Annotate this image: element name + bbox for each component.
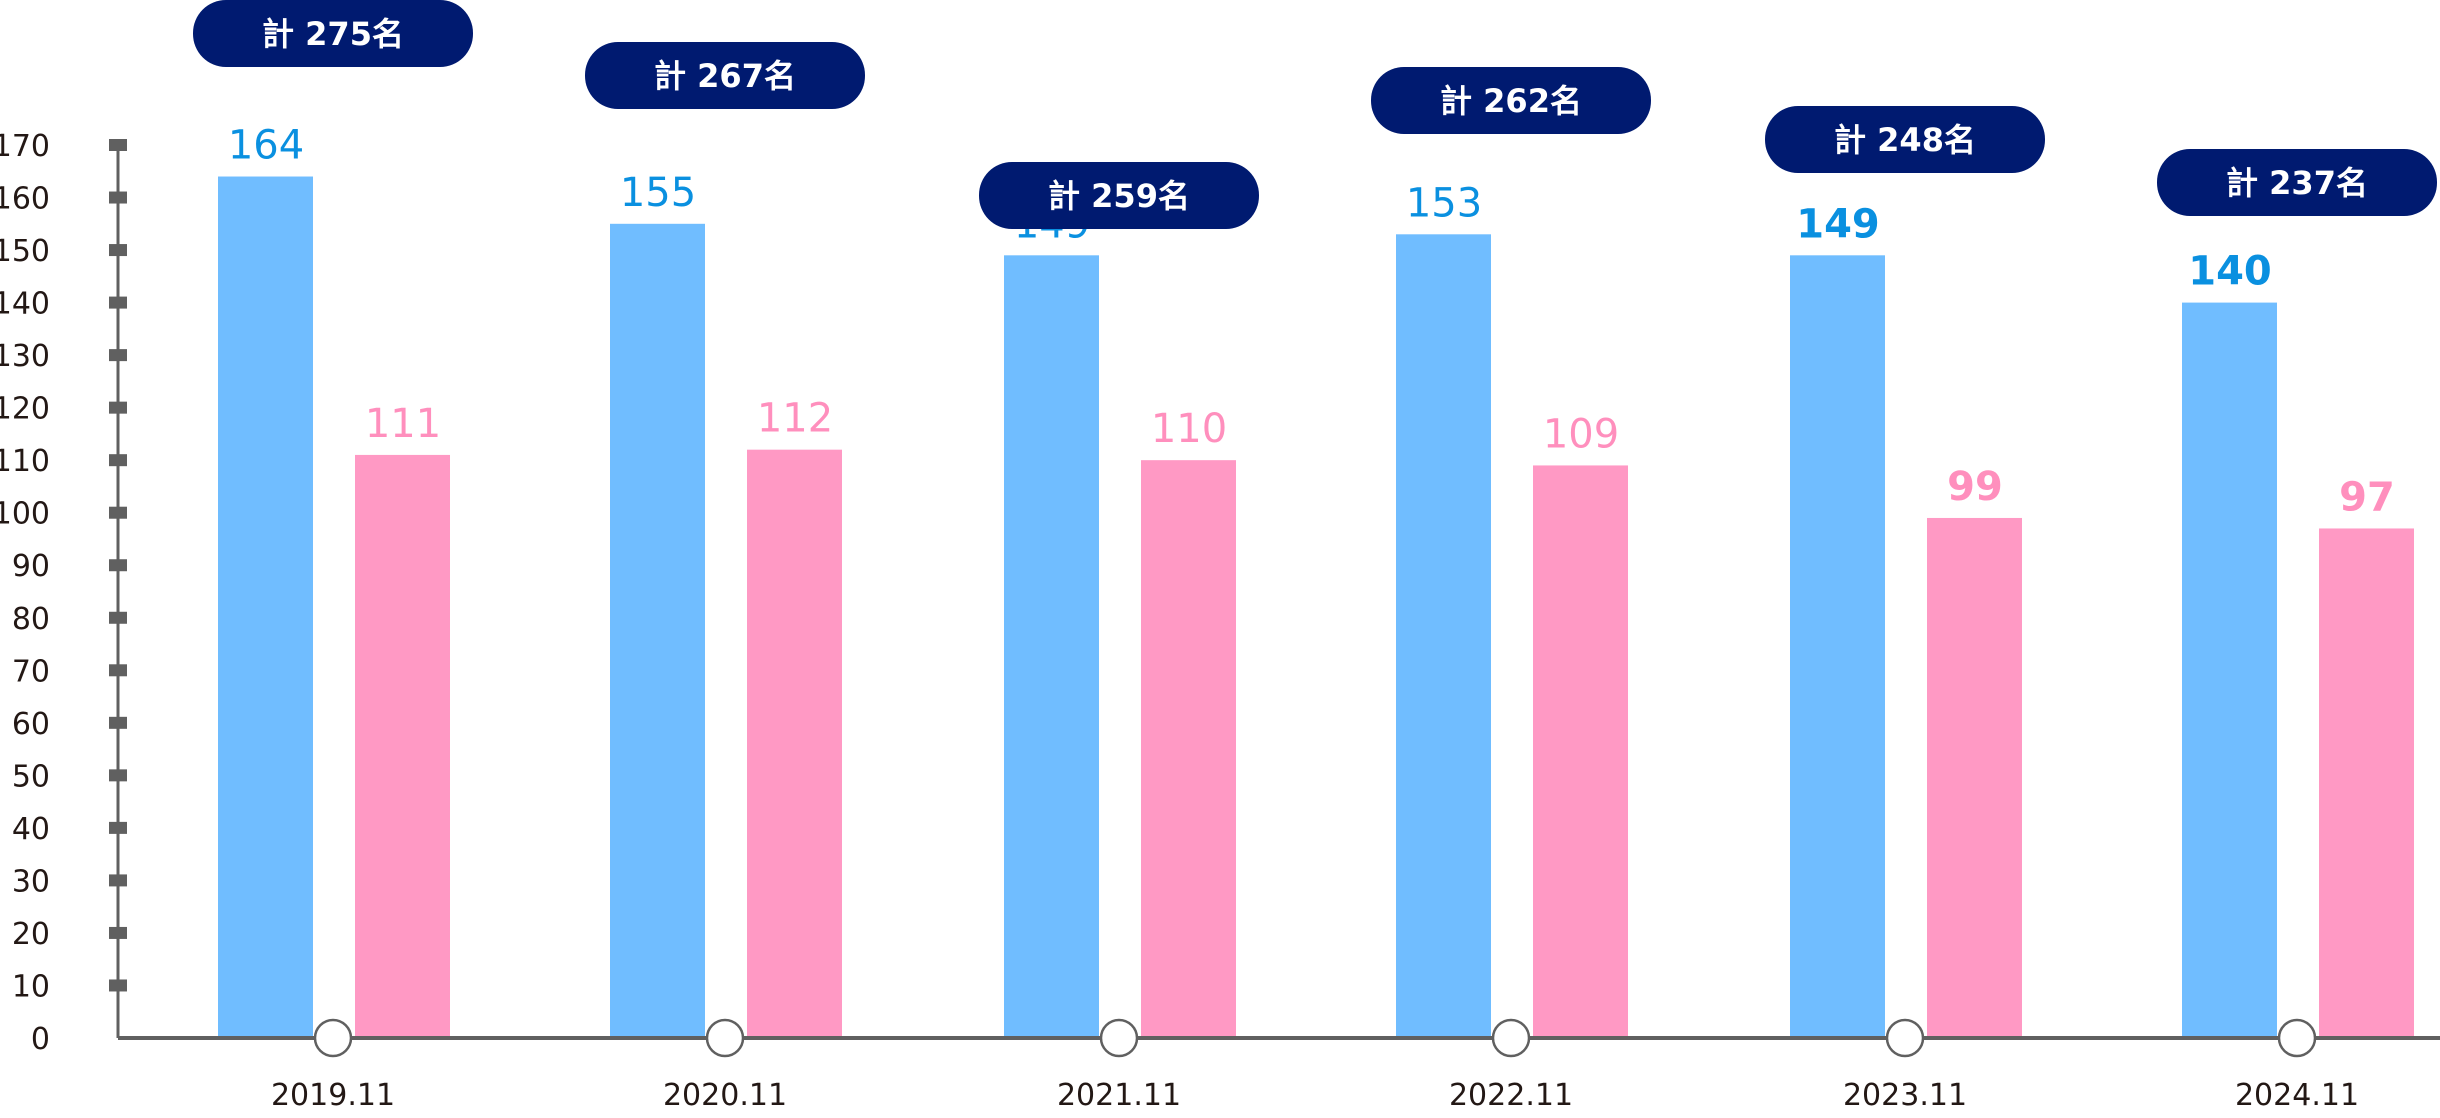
y-tick-mark [109, 296, 127, 309]
x-axis-marker [313, 1018, 353, 1058]
y-tick-label: 50 [12, 759, 50, 794]
x-axis-marker [705, 1018, 745, 1058]
y-tick-mark [109, 454, 127, 467]
y-tick-mark [109, 664, 127, 677]
y-tick-label: 140 [0, 287, 50, 322]
bar-series-1 [1396, 234, 1491, 1039]
bar-series-1 [218, 176, 313, 1039]
y-tick-mark [109, 926, 127, 939]
data-label-series-2: 112 [757, 396, 833, 442]
total-badge [193, 0, 473, 67]
bar-series-2 [355, 454, 450, 1038]
y-tick-label: 120 [0, 392, 50, 427]
y-tick-label: 10 [12, 969, 50, 1004]
data-label-series-2: 109 [1543, 411, 1619, 457]
x-tick-label: 2021.11 [1057, 1078, 1181, 1113]
data-label-series-1: 140 [2188, 249, 2272, 295]
y-tick-label: 110 [0, 444, 50, 479]
bar-series-1 [610, 223, 705, 1038]
y-tick-label: 90 [12, 549, 50, 584]
x-axis-marker [2277, 1018, 2317, 1058]
bar-series-2 [1533, 465, 1628, 1038]
y-tick-mark [109, 349, 127, 362]
x-axis-marker [1491, 1018, 1531, 1058]
y-tick-mark [109, 191, 127, 204]
y-tick-label: 0 [31, 1022, 50, 1057]
total-badge-label: 計 248名 [1834, 121, 1976, 159]
x-axis-marker [1099, 1018, 1139, 1058]
bar-series-1 [1790, 255, 1885, 1038]
bar-series-2 [1141, 460, 1236, 1038]
data-label-series-1: 155 [620, 170, 696, 216]
bar-series-2 [1927, 517, 2022, 1038]
bar-series-2 [2319, 528, 2414, 1038]
bar-series-1 [2182, 302, 2277, 1038]
y-tick-label: 80 [12, 602, 50, 637]
total-badge-label: 計 267名 [654, 57, 796, 95]
data-label-series-2: 111 [365, 401, 441, 447]
total-badge-label: 計 259名 [1048, 177, 1190, 215]
x-tick-label: 2019.11 [271, 1078, 395, 1113]
total-badge [1371, 67, 1651, 134]
y-tick-mark [109, 769, 127, 782]
total-badge [1765, 106, 2045, 173]
x-tick-label: 2022.11 [1449, 1078, 1573, 1113]
y-tick-mark [109, 244, 127, 257]
x-tick-label: 2020.11 [663, 1078, 787, 1113]
x-axis-marker [1885, 1018, 1925, 1058]
bar-series-1 [1004, 255, 1099, 1038]
y-tick-label: 40 [12, 812, 50, 847]
y-tick-label: 170 [0, 129, 50, 164]
y-tick-mark [109, 821, 127, 834]
x-tick-label: 2024.11 [2235, 1078, 2359, 1113]
bar-series-2 [747, 449, 842, 1038]
y-tick-label: 20 [12, 917, 50, 952]
y-tick-mark [109, 506, 127, 519]
y-tick-mark [109, 979, 127, 992]
data-label-series-1: 153 [1406, 180, 1482, 226]
y-tick-label: 100 [0, 497, 50, 532]
y-tick-label: 30 [12, 864, 50, 899]
y-tick-label: 130 [0, 339, 50, 374]
data-label-series-2: 97 [2339, 474, 2395, 520]
y-tick-mark [109, 401, 127, 414]
y-tick-mark [109, 139, 127, 151]
y-tick-mark [109, 716, 127, 729]
total-badge [2157, 149, 2437, 216]
total-badge [979, 162, 1259, 229]
total-badge-label: 計 275名 [262, 15, 404, 53]
total-badge [585, 42, 865, 109]
y-tick-label: 70 [12, 654, 50, 689]
y-tick-mark [109, 559, 127, 572]
y-tick-label: 150 [0, 234, 50, 269]
x-tick-label: 2023.11 [1843, 1078, 1967, 1113]
total-badge-label: 計 237名 [2226, 164, 2368, 202]
y-tick-label: 160 [0, 182, 50, 217]
data-label-series-2: 110 [1151, 406, 1227, 452]
y-tick-mark [109, 874, 127, 887]
y-tick-mark [109, 611, 127, 624]
data-label-series-1: 149 [1796, 201, 1880, 247]
y-tick-label: 60 [12, 707, 50, 742]
total-badge-label: 計 262名 [1440, 82, 1582, 120]
data-label-series-2: 99 [1947, 464, 2003, 510]
data-label-series-1: 164 [228, 123, 304, 169]
